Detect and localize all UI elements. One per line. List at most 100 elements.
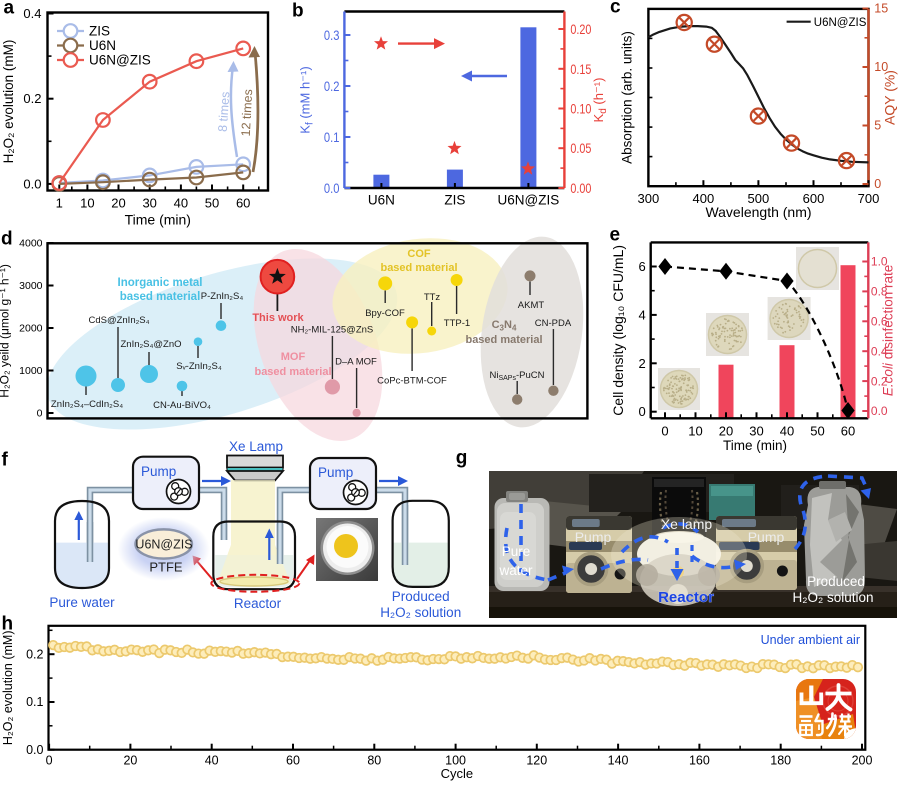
svg-text:5: 5 bbox=[874, 119, 881, 133]
svg-text:0.1: 0.1 bbox=[26, 695, 43, 709]
svg-text:based material: based material bbox=[465, 334, 542, 346]
svg-text:based material: based material bbox=[380, 262, 457, 274]
svg-text:D–A MOF: D–A MOF bbox=[335, 357, 377, 368]
svg-text:Kd (h⁻¹): Kd (h⁻¹) bbox=[591, 78, 609, 123]
svg-text:Inorganic metal: Inorganic metal bbox=[118, 277, 203, 289]
svg-text:ZnIn₂S₄@ZnO: ZnIn₂S₄@ZnO bbox=[120, 339, 181, 350]
svg-text:ZIS: ZIS bbox=[444, 193, 465, 208]
svg-text:H₂O₂ evolution (mM): H₂O₂ evolution (mM) bbox=[1, 631, 15, 746]
svg-text:60: 60 bbox=[286, 754, 300, 768]
svg-text:CN-PDA: CN-PDA bbox=[535, 318, 572, 329]
svg-text:d: d bbox=[1, 228, 13, 249]
svg-text:U6N@ZIS: U6N@ZIS bbox=[814, 17, 867, 29]
svg-text:NiSAPs-PuCN: NiSAPs-PuCN bbox=[489, 370, 544, 382]
svg-text:Reactor: Reactor bbox=[234, 596, 282, 611]
svg-text:Kf (mM h⁻¹): Kf (mM h⁻¹) bbox=[298, 66, 316, 133]
svg-text:0.2: 0.2 bbox=[324, 78, 340, 94]
svg-text:50: 50 bbox=[205, 196, 219, 211]
svg-text:1: 1 bbox=[56, 196, 63, 211]
svg-text:Pure water: Pure water bbox=[49, 595, 115, 610]
svg-text:ZIS: ZIS bbox=[89, 24, 110, 39]
svg-text:based material: based material bbox=[120, 291, 201, 303]
svg-text:Pump: Pump bbox=[575, 529, 612, 545]
svg-text:U6N@ZIS: U6N@ZIS bbox=[89, 53, 151, 68]
svg-text:Absorption (arb. units): Absorption (arb. units) bbox=[620, 31, 635, 164]
svg-text:Produced: Produced bbox=[807, 574, 865, 589]
svg-text:100: 100 bbox=[445, 754, 466, 768]
svg-text:NH₂-MIL-125@ZnS: NH₂-MIL-125@ZnS bbox=[291, 325, 374, 336]
svg-text:Bpy-COF: Bpy-COF bbox=[365, 308, 405, 319]
svg-text:0: 0 bbox=[661, 423, 668, 438]
svg-text:10: 10 bbox=[688, 423, 702, 438]
svg-text:Time (min): Time (min) bbox=[125, 212, 191, 228]
svg-text:Pump: Pump bbox=[318, 465, 353, 480]
svg-text:Reactor: Reactor bbox=[658, 589, 714, 606]
svg-text:PTFE: PTFE bbox=[149, 560, 183, 575]
svg-text:700: 700 bbox=[858, 191, 880, 206]
svg-text:Sᵥ-ZnIn₂S₄: Sᵥ-ZnIn₂S₄ bbox=[176, 361, 222, 372]
svg-text:0.15: 0.15 bbox=[570, 61, 591, 77]
svg-text:P-ZnIn₂S₄: P-ZnIn₂S₄ bbox=[201, 291, 244, 302]
svg-text:30: 30 bbox=[142, 196, 156, 211]
svg-text:40: 40 bbox=[174, 196, 188, 211]
svg-text:0.0: 0.0 bbox=[23, 176, 41, 191]
svg-text:4: 4 bbox=[638, 307, 645, 322]
svg-text:140: 140 bbox=[608, 754, 629, 768]
svg-text:h: h bbox=[2, 614, 14, 635]
svg-text:Under ambient air: Under ambient air bbox=[761, 633, 860, 647]
svg-text:H₂O₂ yeild (μmol g⁻¹ h⁻¹): H₂O₂ yeild (μmol g⁻¹ h⁻¹) bbox=[0, 264, 12, 398]
svg-text:0.20: 0.20 bbox=[570, 21, 591, 37]
svg-text:600: 600 bbox=[803, 191, 825, 206]
svg-text:80: 80 bbox=[367, 754, 381, 768]
svg-text:e: e bbox=[610, 225, 621, 246]
svg-text:H₂O₂ evolution (mM): H₂O₂ evolution (mM) bbox=[1, 40, 16, 164]
svg-text:120: 120 bbox=[526, 754, 547, 768]
svg-text:0.00: 0.00 bbox=[570, 180, 591, 196]
svg-text:E.coli disinfection rate: E.coli disinfection rate bbox=[881, 265, 896, 396]
svg-text:0.10: 0.10 bbox=[570, 101, 591, 117]
svg-text:2000: 2000 bbox=[19, 323, 43, 335]
svg-text:Wavelength (nm): Wavelength (nm) bbox=[705, 204, 811, 220]
svg-text:0: 0 bbox=[46, 754, 53, 768]
svg-text:MOF: MOF bbox=[281, 351, 306, 363]
svg-text:8 times: 8 times bbox=[216, 91, 233, 132]
svg-text:Cell density (log₁₀ CFU/mL): Cell density (log₁₀ CFU/mL) bbox=[610, 245, 626, 416]
svg-text:TTz: TTz bbox=[424, 292, 441, 303]
svg-text:4000: 4000 bbox=[19, 238, 43, 250]
svg-text:0.2: 0.2 bbox=[26, 647, 43, 661]
svg-text:1.0: 1.0 bbox=[871, 255, 888, 269]
svg-text:15: 15 bbox=[874, 2, 888, 16]
svg-text:g: g bbox=[456, 448, 468, 469]
svg-text:f: f bbox=[2, 449, 9, 470]
svg-text:Pump: Pump bbox=[141, 464, 176, 479]
svg-text:180: 180 bbox=[770, 754, 791, 768]
svg-text:H₂O₂ solution: H₂O₂ solution bbox=[792, 590, 873, 605]
svg-text:U6N@ZIS: U6N@ZIS bbox=[498, 193, 560, 208]
svg-text:0: 0 bbox=[638, 404, 645, 419]
svg-text:0.1: 0.1 bbox=[324, 129, 340, 145]
svg-text:40: 40 bbox=[205, 754, 219, 768]
svg-text:500: 500 bbox=[748, 191, 770, 206]
svg-text:Pure: Pure bbox=[502, 544, 531, 559]
svg-text:CN-Au-BiVO₄: CN-Au-BiVO₄ bbox=[153, 400, 211, 411]
svg-text:20: 20 bbox=[719, 423, 733, 438]
svg-text:20: 20 bbox=[111, 196, 125, 211]
svg-text:2: 2 bbox=[638, 356, 645, 371]
svg-text:0.4: 0.4 bbox=[871, 344, 888, 358]
svg-text:U6N: U6N bbox=[368, 193, 395, 208]
svg-text:Xe Lamp: Xe Lamp bbox=[229, 439, 283, 454]
svg-text:0.0: 0.0 bbox=[871, 404, 888, 418]
svg-text:0.05: 0.05 bbox=[570, 140, 591, 156]
svg-text:50: 50 bbox=[810, 423, 824, 438]
svg-text:200: 200 bbox=[852, 754, 873, 768]
svg-text:0.0: 0.0 bbox=[26, 743, 43, 757]
svg-text:COF: COF bbox=[407, 248, 431, 260]
svg-text:60: 60 bbox=[841, 423, 855, 438]
svg-text:This work: This work bbox=[252, 312, 304, 324]
svg-text:10: 10 bbox=[874, 60, 888, 74]
svg-text:30: 30 bbox=[749, 423, 763, 438]
svg-text:0.3: 0.3 bbox=[324, 27, 340, 43]
svg-text:ZnIn₂S₄–CdIn₂S₄: ZnIn₂S₄–CdIn₂S₄ bbox=[51, 399, 123, 410]
svg-text:0: 0 bbox=[874, 177, 881, 191]
svg-text:0.0: 0.0 bbox=[324, 180, 340, 196]
